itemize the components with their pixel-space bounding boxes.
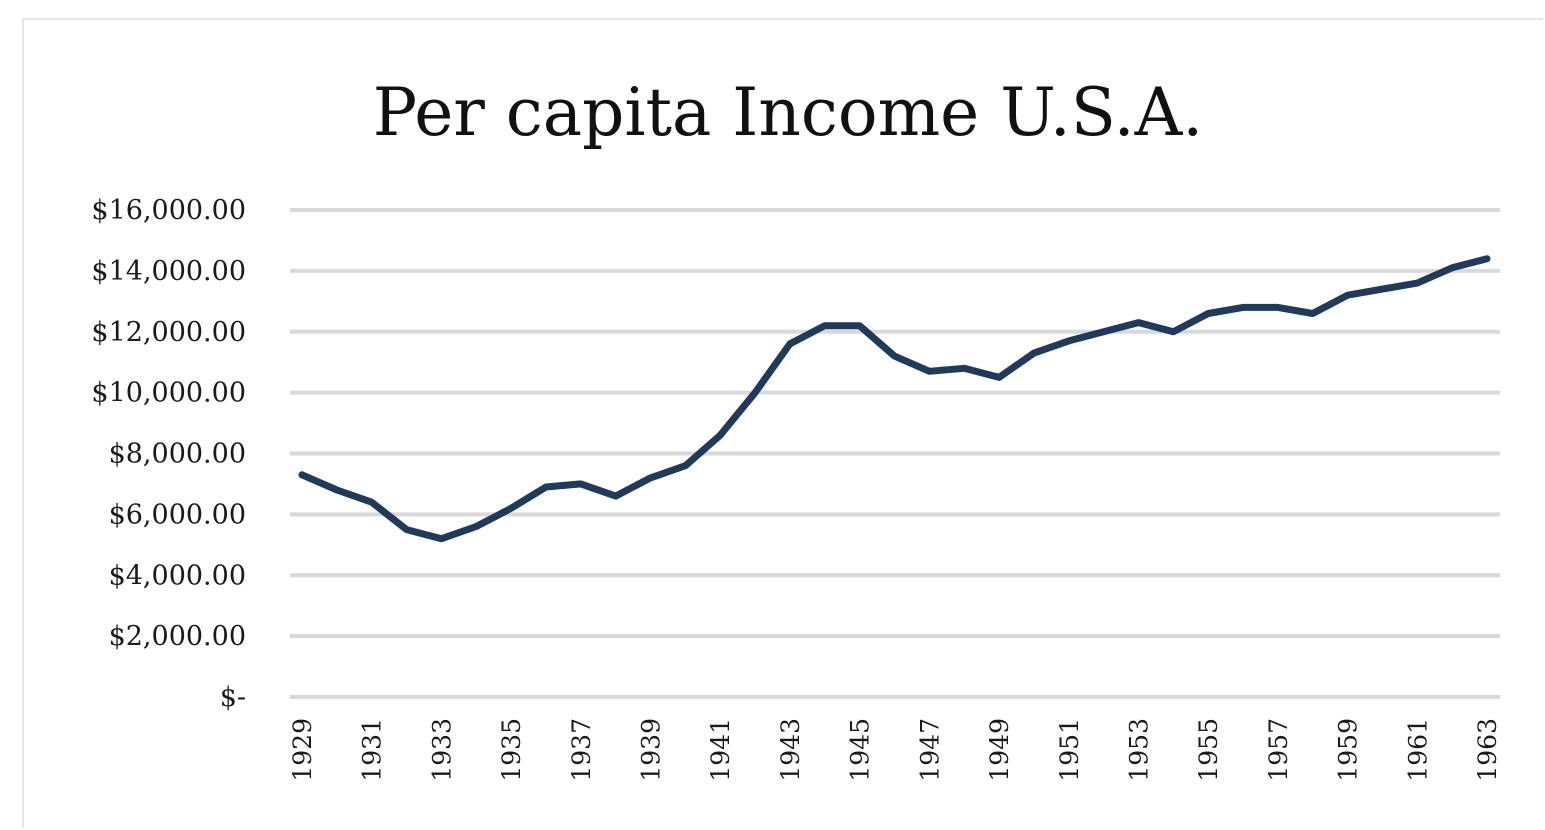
- data-point: [369, 499, 375, 505]
- x-tick-label: 1959: [1334, 718, 1363, 782]
- chart-frame: [22, 18, 1543, 828]
- data-point: [1135, 320, 1141, 326]
- x-axis-ticks: 1929 1931 1933 1935 1937 1939 1941 1943 1945 1947…: [288, 718, 1502, 782]
- y-tick-label: $8,000.00: [109, 439, 246, 470]
- data-point: [438, 536, 444, 542]
- x-tick-label: 1957: [1264, 718, 1293, 782]
- data-point: [1310, 310, 1316, 316]
- y-tick-label: $14,000.00: [91, 256, 246, 287]
- data-point: [1414, 280, 1420, 286]
- data-point: [787, 341, 793, 347]
- data-point: [648, 475, 654, 481]
- chart-title: Per capita Income U.S.A.: [373, 74, 1203, 151]
- x-tick-label: 1939: [637, 718, 666, 782]
- y-tick-label: $-: [220, 682, 246, 713]
- data-point: [1449, 265, 1455, 271]
- x-tick-label: 1945: [846, 718, 875, 782]
- y-tick-label: $4,000.00: [109, 560, 246, 591]
- data-point: [1066, 338, 1072, 344]
- x-tick-label: 1937: [567, 718, 596, 782]
- data-point: [822, 323, 828, 329]
- y-axis-ticks: $- $2,000.00 $4,000.00 $6,000.00 $8,000.00 $1…: [91, 195, 246, 713]
- x-tick-label: 1933: [427, 718, 456, 782]
- x-tick-label: 1951: [1055, 718, 1084, 782]
- data-point: [752, 390, 758, 396]
- data-point: [682, 463, 688, 469]
- data-point: [1170, 329, 1176, 335]
- x-tick-label: 1941: [706, 718, 735, 782]
- data-point: [1275, 304, 1281, 310]
- data-point: [508, 505, 514, 511]
- x-tick-label: 1935: [497, 718, 526, 782]
- data-point: [1240, 304, 1246, 310]
- y-tick-label: $10,000.00: [91, 378, 246, 409]
- x-tick-label: 1955: [1194, 718, 1223, 782]
- data-point: [1484, 256, 1490, 262]
- data-point: [1101, 329, 1107, 335]
- data-point: [892, 353, 898, 359]
- data-point: [543, 484, 549, 490]
- gridlines: [290, 208, 1500, 699]
- data-point: [613, 493, 619, 499]
- y-tick-label: $12,000.00: [91, 317, 246, 348]
- x-tick-label: 1949: [985, 718, 1014, 782]
- data-point: [857, 323, 863, 329]
- data-point: [334, 487, 340, 493]
- data-point: [717, 432, 723, 438]
- data-point: [926, 368, 932, 374]
- data-point: [299, 472, 305, 478]
- data-point: [1345, 292, 1351, 298]
- series-line: [298, 255, 1491, 543]
- x-tick-label: 1931: [358, 718, 387, 782]
- data-point: [961, 365, 967, 371]
- data-point: [1379, 286, 1385, 292]
- data-point: [1205, 310, 1211, 316]
- data-point: [473, 524, 479, 530]
- y-tick-label: $16,000.00: [91, 195, 246, 226]
- data-point: [578, 481, 584, 487]
- y-tick-label: $6,000.00: [109, 499, 246, 530]
- x-tick-label: 1963: [1473, 718, 1502, 782]
- x-tick-label: 1961: [1403, 718, 1432, 782]
- y-tick-label: $2,000.00: [109, 621, 246, 652]
- x-tick-label: 1929: [288, 718, 317, 782]
- x-tick-label: 1947: [915, 718, 944, 782]
- series-layer: [298, 255, 1491, 543]
- x-tick-label: 1943: [776, 718, 805, 782]
- data-point: [996, 374, 1002, 380]
- x-tick-label: 1953: [1124, 718, 1153, 782]
- data-point: [1031, 350, 1037, 356]
- data-point: [404, 527, 410, 533]
